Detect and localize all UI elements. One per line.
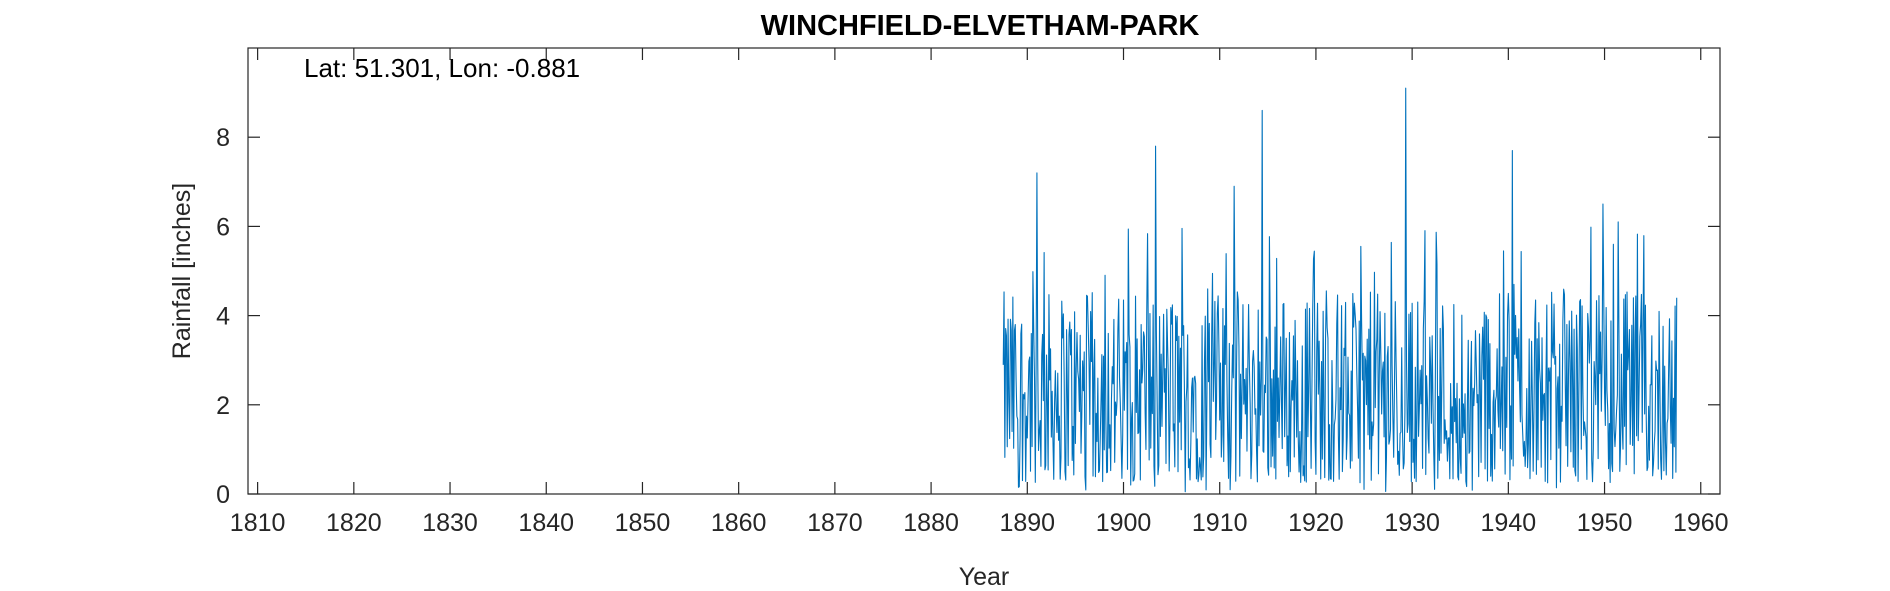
x-tick-label: 1860 [711, 509, 767, 537]
y-tick-label: 2 [216, 392, 230, 420]
y-tick-label: 6 [216, 213, 230, 241]
x-tick-label: 1830 [422, 509, 478, 537]
y-ticks: 0 2 4 6 8 [216, 124, 1720, 509]
y-tick-label: 0 [216, 481, 230, 509]
rainfall-series-line [1002, 87, 1678, 493]
x-axis-label: Year [959, 563, 1010, 591]
x-tick-label: 1850 [615, 509, 671, 537]
x-tick-label: 1810 [230, 509, 286, 537]
x-tick-label: 1900 [1096, 509, 1152, 537]
x-tick-label: 1880 [903, 509, 959, 537]
axes-box [247, 47, 1721, 495]
location-annotation: Lat: 51.301, Lon: -0.881 [304, 53, 580, 83]
x-tick-label: 1820 [326, 509, 382, 537]
x-tick-label: 1870 [807, 509, 863, 537]
y-axis-label: Rainfall [inches] [168, 183, 196, 359]
x-tick-label: 1840 [518, 509, 574, 537]
y-tick-label: 4 [216, 303, 230, 331]
x-ticks: 1810 1820 1830 1840 1850 1860 1870 1880 1890 1900… [230, 48, 1729, 537]
axes-layer [247, 47, 1721, 495]
x-tick-label: 1960 [1673, 509, 1729, 537]
plot-area [248, 48, 1720, 494]
x-tick-label: 1910 [1192, 509, 1248, 537]
chart-title: WINCHFIELD-ELVETHAM-PARK [761, 10, 1200, 42]
x-tick-label: 1890 [999, 509, 1055, 537]
series-layer [1002, 87, 1678, 493]
x-tick-label: 1930 [1384, 509, 1440, 537]
x-tick-label: 1940 [1481, 509, 1537, 537]
y-tick-label: 8 [216, 124, 230, 152]
x-tick-label: 1920 [1288, 509, 1344, 537]
x-tick-label: 1950 [1577, 509, 1633, 537]
